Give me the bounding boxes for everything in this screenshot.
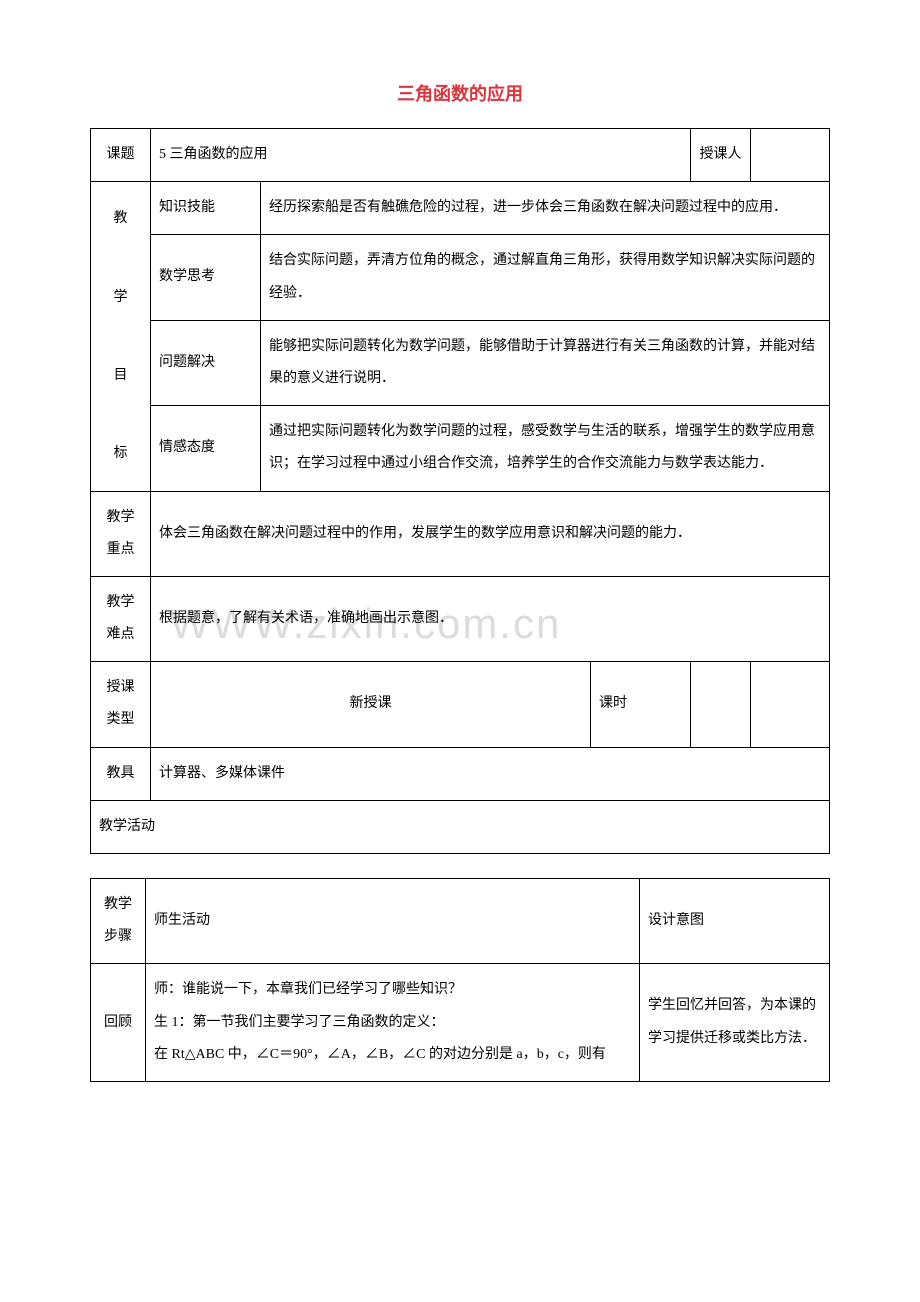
period-label: 课时 xyxy=(591,662,691,747)
goal-text: 能够把实际问题转化为数学问题，能够借助于计算器进行有关三角函数的计算，并能对结果… xyxy=(261,320,830,405)
lesson-plan-table-1: 课题 5 三角函数的应用 授课人 教学目标 知识技能 经历探索船是否有触礁危险的… xyxy=(90,128,830,854)
goal-text: 通过把实际问题转化为数学问题的过程，感受数学与生活的联系，增强学生的数学应用意识… xyxy=(261,406,830,491)
goal-label: 知识技能 xyxy=(151,182,261,235)
table-row: 回顾 师：谁能说一下，本章我们已经学习了哪些知识？生 1：第一节我们主要学习了三… xyxy=(91,964,830,1082)
table-row: 教学活动 xyxy=(91,800,830,853)
table-row: 问题解决 能够把实际问题转化为数学问题，能够借助于计算器进行有关三角函数的计算，… xyxy=(91,320,830,405)
type-label: 授课类型 xyxy=(91,662,151,747)
period-value2 xyxy=(751,662,830,747)
goal-label: 问题解决 xyxy=(151,320,261,405)
table-row: 课题 5 三角函数的应用 授课人 xyxy=(91,129,830,182)
table-row: 教学目标 知识技能 经历探索船是否有触礁危险的过程，进一步体会三角函数在解决问题… xyxy=(91,182,830,235)
table-row: 数学思考 结合实际问题，弄清方位角的概念，通过解直角三角形，获得用数学知识解决实… xyxy=(91,235,830,320)
table-row: 情感态度 通过把实际问题转化为数学问题的过程，感受数学与生活的联系，增强学生的数… xyxy=(91,406,830,491)
page-title: 三角函数的应用 xyxy=(90,80,830,106)
goal-text: 结合实际问题，弄清方位角的概念，通过解直角三角形，获得用数学知识解决实际问题的经… xyxy=(261,235,830,320)
intent-text: 学生回忆并回答，为本课的学习提供迁移或类比方法． xyxy=(640,964,830,1082)
activity-label: 教学活动 xyxy=(91,800,830,853)
col-header-intent: 设计意图 xyxy=(640,879,830,964)
goal-label: 情感态度 xyxy=(151,406,261,491)
tools-label: 教具 xyxy=(91,747,151,800)
table-row: 教学重点 体会三角函数在解决问题过程中的作用，发展学生的数学应用意识和解决问题的… xyxy=(91,491,830,576)
col-header-step: 教学步骤 xyxy=(91,879,146,964)
step-label: 回顾 xyxy=(91,964,146,1082)
goal-text: 经历探索船是否有触礁危险的过程，进一步体会三角函数在解决问题过程中的应用． xyxy=(261,182,830,235)
focus-label: 教学重点 xyxy=(91,491,151,576)
topic-value: 5 三角函数的应用 xyxy=(151,129,691,182)
type-value: 新授课 xyxy=(151,662,591,747)
focus-text: 体会三角函数在解决问题过程中的作用，发展学生的数学应用意识和解决问题的能力． xyxy=(151,491,830,576)
col-header-activity: 师生活动 xyxy=(146,879,640,964)
teacher-label: 授课人 xyxy=(691,129,751,182)
teacher-value xyxy=(751,129,830,182)
table-row: 教具 计算器、多媒体课件 xyxy=(91,747,830,800)
goals-label: 教学目标 xyxy=(91,182,151,491)
tools-text: 计算器、多媒体课件 xyxy=(151,747,830,800)
difficulty-label: 教学难点 xyxy=(91,576,151,661)
topic-label: 课题 xyxy=(91,129,151,182)
table-row: 教学难点 根据题意，了解有关术语，准确地画出示意图． xyxy=(91,576,830,661)
table-row: 教学步骤 师生活动 设计意图 xyxy=(91,879,830,964)
activity-text: 师：谁能说一下，本章我们已经学习了哪些知识？生 1：第一节我们主要学习了三角函数… xyxy=(146,964,640,1082)
goal-label: 数学思考 xyxy=(151,235,261,320)
table-row: 授课类型 新授课 课时 xyxy=(91,662,830,747)
lesson-plan-table-2: 教学步骤 师生活动 设计意图 回顾 师：谁能说一下，本章我们已经学习了哪些知识？… xyxy=(90,878,830,1082)
difficulty-text: 根据题意，了解有关术语，准确地画出示意图． xyxy=(151,576,830,661)
period-value xyxy=(691,662,751,747)
